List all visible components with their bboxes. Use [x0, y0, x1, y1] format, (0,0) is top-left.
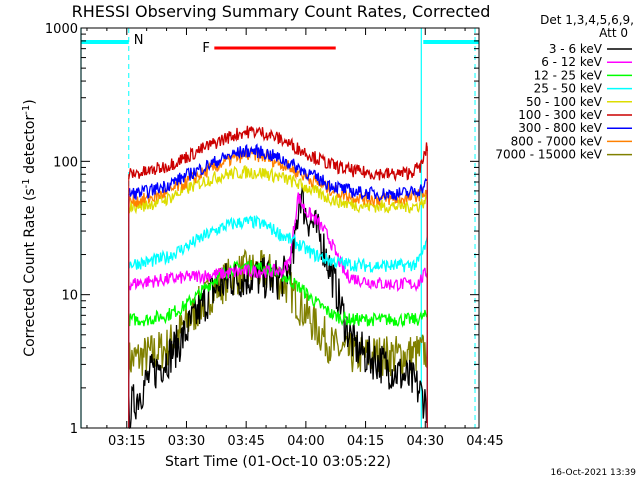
legend-label-0: 3 - 6 keV: [549, 42, 603, 56]
legend-header-line1: Det 1,3,4,5,6,9,: [540, 13, 634, 27]
x-tick-label: 03:45: [227, 434, 264, 449]
x-tick-label: 04:45: [466, 434, 503, 449]
footer-timestamp: 16-Oct-2021 13:39: [551, 468, 637, 478]
y-axis-ticks: 1 10 100 1000: [45, 22, 479, 437]
x-tick-label: 04:30: [407, 434, 444, 449]
x-tick-label: 03:15: [108, 434, 145, 449]
x-axis-label: Start Time (01-Oct-10 03:05:22): [165, 454, 391, 470]
flare-markers: F: [202, 41, 336, 56]
series-layer: [128, 125, 428, 429]
legend-label-6: 300 - 800 keV: [518, 121, 602, 135]
y-tick-label: 100: [53, 155, 78, 170]
flare-label: F: [202, 41, 209, 56]
series-line-7: [128, 147, 428, 208]
legend-label-8: 7000 - 15000 keV: [495, 148, 602, 162]
y-tick-label: 1000: [45, 22, 78, 37]
y-tick-label: 1: [70, 422, 78, 437]
legend-label-3: 25 - 50 keV: [534, 82, 603, 96]
series-line-1: [128, 192, 428, 293]
y-axis-label-main: Corrected Count Rate (s: [22, 188, 38, 356]
y-axis-label-sup1: -1: [21, 178, 32, 188]
night-markers: N: [80, 28, 479, 428]
series-line-0: [128, 187, 428, 429]
series-line-6: [128, 143, 428, 202]
y-axis-label-sup2: -1: [21, 105, 32, 115]
y-axis-label: Corrected Count Rate (s-1 detector-1): [21, 99, 38, 356]
chart-title: RHESSI Observing Summary Count Rates, Co…: [72, 2, 491, 21]
legend-label-5: 100 - 300 keV: [518, 108, 602, 122]
x-tick-label: 03:30: [168, 434, 205, 449]
legend-label-1: 6 - 12 keV: [541, 55, 603, 69]
series-line-4: [128, 164, 428, 215]
night-label: N: [134, 33, 144, 48]
plot-frame: [80, 27, 480, 429]
legend-label-2: 12 - 25 keV: [534, 68, 603, 82]
y-axis-label-mid: detector: [22, 115, 38, 179]
x-tick-label: 04:00: [287, 434, 324, 449]
y-tick-label: 10: [61, 289, 78, 304]
series-line-5: [128, 125, 428, 182]
legend-header-line2: Att 0: [599, 26, 628, 40]
legend-label-4: 50 - 100 keV: [526, 95, 603, 109]
series-line-3: [128, 214, 428, 274]
x-axis-ticks: 03:15 03:30 03:45 04:00 04:15 04:30 04:45: [86, 28, 504, 449]
legend-label-7: 800 - 7000 keV: [511, 134, 603, 148]
x-tick-label: 04:15: [347, 434, 384, 449]
y-axis-label-end: ): [22, 99, 38, 104]
